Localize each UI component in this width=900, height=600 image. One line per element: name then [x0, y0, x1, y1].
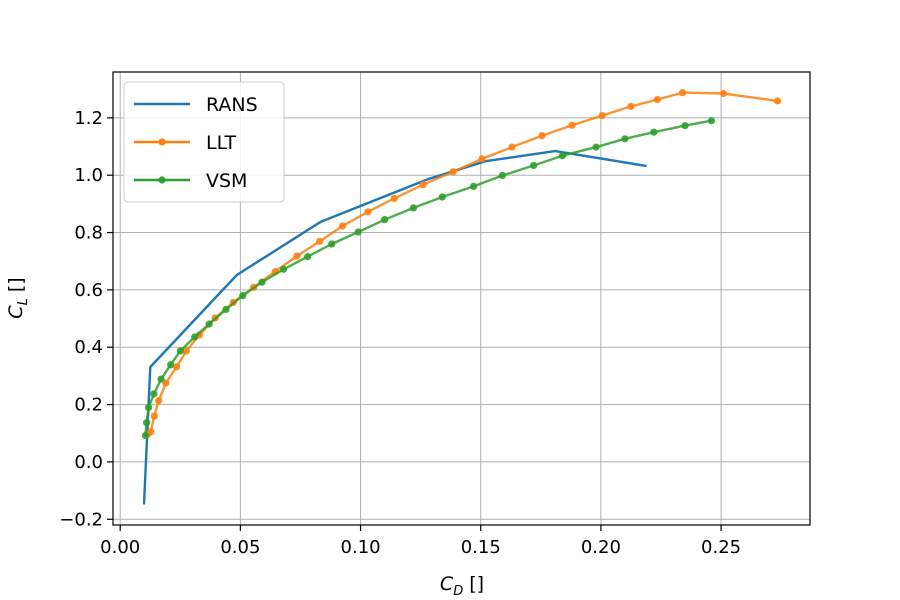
- data-point-vsm: [205, 320, 213, 328]
- x-tick-label: 0.15: [461, 537, 501, 558]
- data-point-vsm: [280, 265, 288, 273]
- series-llt: [144, 89, 782, 438]
- y-tick-label: 1.2: [74, 108, 103, 129]
- data-point-llt: [150, 412, 158, 420]
- data-point-vsm: [354, 228, 362, 236]
- data-point-llt: [653, 95, 661, 104]
- y-tick-label: 1.0: [74, 165, 103, 186]
- data-point-llt: [182, 347, 190, 355]
- data-point-vsm: [438, 193, 446, 201]
- data-point-llt: [173, 363, 181, 371]
- series-vsm: [141, 117, 716, 440]
- data-point-vsm: [558, 152, 567, 160]
- data-point-vsm: [144, 403, 153, 412]
- data-point-vsm: [258, 278, 266, 286]
- y-axis-label: CL []: [5, 277, 31, 318]
- data-point-vsm: [239, 292, 247, 300]
- data-point-llt: [155, 396, 163, 405]
- data-point-llt: [449, 168, 457, 176]
- data-point-llt: [147, 428, 155, 436]
- legend-marker-llt: [158, 138, 166, 146]
- legend-marker-vsm: [158, 176, 166, 184]
- data-point-vsm: [592, 143, 600, 151]
- data-point-llt: [162, 379, 170, 387]
- ticks: 0.00 0.05 0.10 0.15 0.20 0.25 −0.2 0.0 0.2 0.4 0.6…: [59, 108, 741, 558]
- data-point-vsm: [191, 333, 199, 341]
- series-line-rans: [142, 149, 647, 505]
- x-tick-label: 0.00: [100, 537, 140, 558]
- data-point-vsm: [150, 390, 158, 398]
- legend-label-vsm: VSM: [206, 170, 247, 192]
- data-point-vsm: [167, 361, 175, 369]
- data-point-vsm: [141, 431, 150, 440]
- y-tick-label: 0.4: [74, 337, 103, 358]
- legend-label-rans: RANS: [206, 94, 258, 116]
- y-tick-label: 0.6: [74, 280, 103, 301]
- y-tick-label: −0.2: [59, 509, 103, 530]
- data-point-llt: [508, 143, 516, 151]
- data-point-llt: [598, 111, 606, 120]
- x-tick-label: 0.20: [581, 537, 621, 558]
- data-point-llt: [364, 208, 372, 216]
- series-line-vsm: [144, 119, 712, 436]
- data-point-vsm: [621, 135, 629, 143]
- data-point-vsm: [222, 305, 230, 313]
- grid: [113, 72, 810, 525]
- data-point-llt: [773, 97, 782, 105]
- data-point-vsm: [530, 161, 538, 170]
- x-tick-label: 0.10: [341, 537, 381, 558]
- data-point-vsm: [380, 216, 389, 224]
- data-point-vsm: [498, 171, 506, 180]
- data-point-vsm: [409, 204, 418, 212]
- data-point-llt: [293, 252, 301, 260]
- data-point-llt: [478, 155, 486, 163]
- data-point-vsm: [176, 347, 184, 355]
- data-point-vsm: [707, 117, 716, 125]
- data-point-llt: [338, 222, 347, 230]
- data-point-vsm: [157, 375, 165, 383]
- plot-area: [141, 89, 782, 505]
- data-point-llt: [419, 181, 427, 189]
- data-point-llt: [719, 89, 728, 98]
- data-point-vsm: [681, 122, 689, 130]
- axes-frame: [112, 71, 811, 526]
- series-rans: [142, 149, 647, 505]
- data-point-llt: [390, 194, 398, 203]
- legend-box: [123, 81, 285, 203]
- y-tick-label: 0.8: [74, 223, 103, 244]
- data-point-vsm: [143, 419, 151, 427]
- data-point-llt: [679, 89, 687, 97]
- data-point-llt: [538, 132, 546, 140]
- x-tick-label: 0.05: [220, 537, 260, 558]
- legend-label-llt: LLT: [206, 132, 237, 154]
- data-point-vsm: [304, 253, 312, 261]
- x-tick-label: 0.25: [701, 537, 741, 558]
- data-point-vsm: [328, 240, 336, 248]
- y-tick-label: 0.0: [74, 452, 103, 473]
- data-point-vsm: [650, 128, 658, 136]
- data-point-llt: [627, 102, 635, 111]
- y-tick-label: 0.2: [74, 395, 103, 416]
- data-point-llt: [316, 237, 324, 246]
- data-point-vsm: [469, 182, 478, 190]
- data-point-llt: [568, 121, 576, 129]
- legend: RANS LLT VSM: [123, 81, 285, 203]
- x-axis-label: CD []: [440, 573, 484, 599]
